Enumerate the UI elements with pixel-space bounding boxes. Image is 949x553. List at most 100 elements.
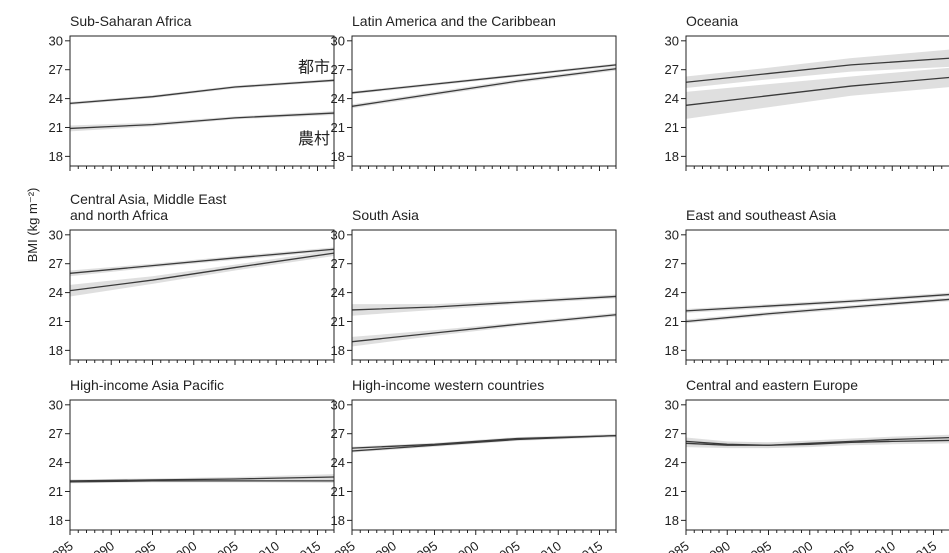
- panel-title-line: South Asia: [352, 207, 419, 223]
- y-tick-label: 27: [331, 426, 345, 441]
- series-line-urban: [352, 295, 616, 311]
- series-line-urban: [352, 64, 616, 94]
- x-tick-label: 1990: [701, 538, 733, 553]
- y-tick-label: 27: [665, 256, 679, 271]
- y-tick-label: 18: [331, 513, 345, 528]
- panel-2: Latin America and the Caribbean 18 21 24 27 3…: [331, 13, 617, 171]
- series-line-urban: [686, 293, 949, 312]
- panel-title: High-income western countries: [352, 377, 544, 393]
- plot-area: [70, 247, 334, 297]
- x-tick-label: 2015: [573, 538, 605, 553]
- y-tick-label: 24: [49, 285, 63, 300]
- panel-title: East and southeast Asia: [686, 207, 836, 223]
- x-tick-label: 2015: [907, 538, 939, 553]
- y-tick-label: 24: [49, 91, 63, 106]
- y-tick-label: 24: [49, 455, 63, 470]
- y-tick-label: 18: [49, 149, 63, 164]
- urban-annotation: 都市: [298, 58, 330, 77]
- x-tick-label: 2000: [783, 538, 815, 553]
- x-tick-label: 2005: [208, 538, 240, 553]
- panel-frame: [685, 399, 949, 531]
- panel-title: Sub-Saharan Africa: [70, 13, 192, 29]
- y-tick-label: 24: [665, 285, 679, 300]
- series-line-urban: [686, 436, 949, 446]
- x-tick-label: 2005: [490, 538, 522, 553]
- y-tick-label: 27: [49, 426, 63, 441]
- panel-title: Oceania: [686, 13, 738, 29]
- panel-frame: [351, 399, 617, 531]
- x-tick-label: 1985: [325, 538, 357, 553]
- x-tick-label: 2000: [167, 538, 199, 553]
- x-tick-label: 1985: [43, 538, 75, 553]
- uncertainty-band-rural: [70, 111, 334, 132]
- panel-title: High-income Asia Pacific: [70, 377, 224, 393]
- y-tick-label: 30: [49, 33, 63, 48]
- y-tick-label: 18: [665, 149, 679, 164]
- x-tick-label: 1995: [126, 538, 158, 553]
- x-tick-label: 2015: [291, 538, 323, 553]
- panel-frame: [69, 229, 335, 361]
- series-line-rural: [686, 76, 949, 106]
- x-tick-label: 1995: [742, 538, 774, 553]
- panel-3: Oceania 18 21 24 27 30: [665, 13, 949, 171]
- series-line-urban: [70, 79, 334, 105]
- y-tick-label: 30: [331, 33, 345, 48]
- y-tick-label: 18: [665, 343, 679, 358]
- x-tick-label: 2005: [824, 538, 856, 553]
- panel-title-line: Latin America and the Caribbean: [352, 13, 556, 29]
- x-tick-label: 2010: [532, 538, 564, 553]
- panel-title-line: High-income Asia Pacific: [70, 377, 224, 393]
- panel-9: Central and eastern Europe 18 21 24 27 30 1985…: [659, 377, 949, 553]
- plot-area: [686, 49, 949, 119]
- y-tick-label: 30: [331, 227, 345, 242]
- y-axis-label: BMI (kg m⁻²): [25, 188, 40, 263]
- y-tick-label: 30: [665, 397, 679, 412]
- series-line-urban: [70, 248, 334, 274]
- panel-title: Latin America and the Caribbean: [352, 13, 556, 29]
- y-tick-label: 24: [665, 455, 679, 470]
- panel-title-line: Central and eastern Europe: [686, 377, 858, 393]
- y-tick-label: 18: [331, 343, 345, 358]
- series-line-rural: [70, 480, 334, 483]
- y-tick-label: 18: [331, 149, 345, 164]
- y-tick-label: 24: [331, 285, 345, 300]
- plot-area: [70, 474, 334, 484]
- plot-area: [70, 78, 334, 132]
- y-tick-label: 30: [665, 227, 679, 242]
- series-line-rural: [686, 439, 949, 446]
- y-tick-label: 21: [49, 120, 63, 135]
- series-line-urban: [686, 57, 949, 83]
- series-line-rural: [352, 434, 616, 452]
- x-tick-label: 1990: [85, 538, 117, 553]
- series-line-rural: [70, 252, 334, 292]
- x-tick-label: 1990: [367, 538, 399, 553]
- panel-frame: [69, 399, 335, 531]
- y-tick-label: 18: [665, 513, 679, 528]
- panel-frame: [685, 229, 949, 361]
- x-tick-label: 1985: [659, 538, 691, 553]
- plot-area: [352, 434, 616, 453]
- panel-title-line: High-income western countries: [352, 377, 544, 393]
- y-tick-label: 24: [331, 455, 345, 470]
- series-line-urban: [70, 476, 334, 482]
- y-tick-label: 21: [49, 484, 63, 499]
- y-tick-label: 21: [331, 484, 345, 499]
- series-line-rural: [686, 298, 949, 323]
- y-tick-label: 27: [49, 62, 63, 77]
- y-tick-label: 27: [665, 426, 679, 441]
- panel-title-line: Central Asia, Middle East: [70, 191, 227, 207]
- y-tick-label: 27: [331, 256, 345, 271]
- plot-area: [686, 292, 949, 324]
- panel-8: High-income western countries 18 21 24 27 30 1…: [325, 377, 617, 553]
- series-line-rural: [352, 314, 616, 343]
- y-tick-label: 30: [49, 227, 63, 242]
- panel-title: South Asia: [352, 207, 419, 223]
- panel-5: South Asia 18 21 24 27 30: [331, 207, 617, 365]
- uncertainty-band-rural: [70, 250, 334, 297]
- x-tick-label: 2010: [866, 538, 898, 553]
- x-tick-label: 2000: [449, 538, 481, 553]
- panel-7: High-income Asia Pacific 18 21 24 27 30 1985 19…: [43, 377, 335, 553]
- y-tick-label: 30: [49, 397, 63, 412]
